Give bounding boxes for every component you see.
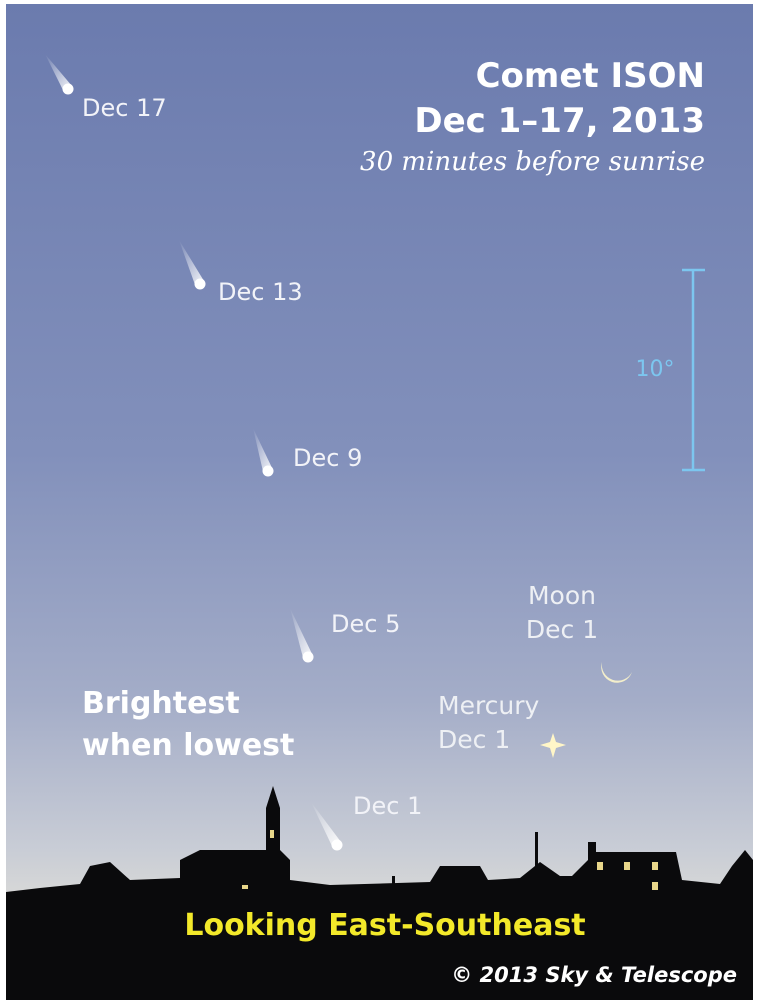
subtitle: 30 minutes before sunrise bbox=[360, 147, 705, 177]
credit: © 2013 Sky & Telescope bbox=[451, 963, 737, 987]
note-line: Brightest bbox=[82, 686, 240, 721]
mercury-date: Dec 1 bbox=[438, 725, 510, 754]
comet-label: Dec 5 bbox=[331, 610, 400, 638]
comet-head bbox=[263, 466, 274, 477]
note-line: when lowest bbox=[82, 728, 294, 763]
comet-head bbox=[303, 652, 314, 663]
comet-label: Dec 13 bbox=[218, 278, 303, 306]
comet-label: Dec 17 bbox=[82, 94, 167, 122]
mercury-name: Mercury bbox=[438, 691, 540, 720]
comet-label: Dec 1 bbox=[353, 792, 422, 820]
page: Comet ISON Dec 1–17, 2013 30 minutes bef… bbox=[0, 0, 759, 1002]
scale-label: 10° bbox=[636, 357, 675, 382]
comet-head bbox=[195, 279, 206, 290]
moon-date: Dec 1 bbox=[526, 615, 598, 644]
comet-label: Dec 9 bbox=[293, 444, 362, 472]
comet-head bbox=[63, 84, 74, 95]
comet-head bbox=[332, 840, 343, 851]
dates: Dec 1–17, 2013 bbox=[414, 101, 705, 141]
moon-name: Moon bbox=[528, 581, 596, 610]
title: Comet ISON bbox=[476, 56, 705, 96]
sky-chart: Comet ISON Dec 1–17, 2013 30 minutes bef… bbox=[0, 0, 759, 1002]
direction: Looking East-Southeast bbox=[184, 908, 585, 943]
